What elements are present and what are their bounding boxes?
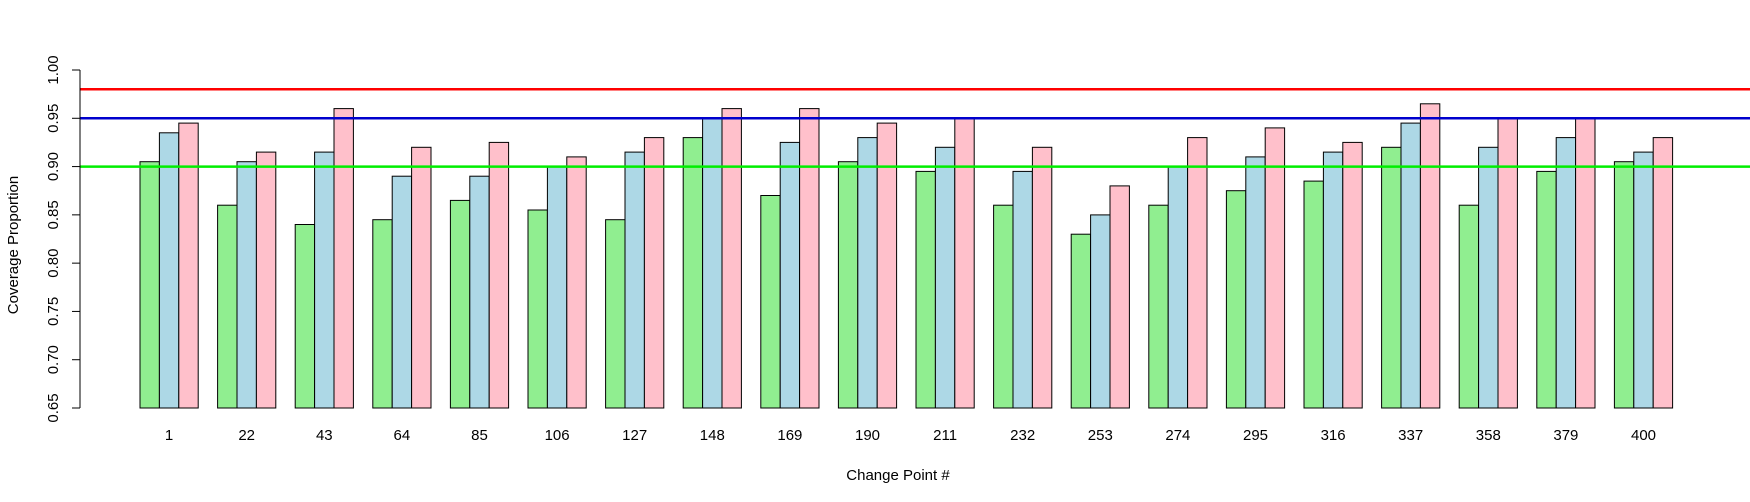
y-tick-label: 0.70 [45,345,62,374]
x-tick-label: 64 [394,427,411,444]
bar-274-series-2 [1167,166,1189,409]
bar-127-series-3 [643,137,665,409]
bar-22-series-1 [217,204,238,409]
y-axis: 0.65 0.70 0.75 0.80 0.85 0.90 0.95 1.00 [45,55,81,423]
bar-1-series-2 [158,132,180,409]
x-tick-label: 337 [1398,427,1423,444]
bar-85-series-1 [449,199,471,409]
bar-190-series-1 [837,161,859,409]
x-tick-label: 169 [777,427,802,444]
bar-169-series-2 [779,141,801,409]
x-tick-label: 316 [1321,427,1346,444]
bar-43-series-2 [314,151,335,409]
bar-358-series-1 [1458,204,1480,409]
bar-253-series-1 [1070,233,1092,409]
x-tick-label: 400 [1631,427,1656,444]
x-tick-label: 358 [1476,427,1501,444]
x-tick-label: 106 [545,427,570,444]
x-tick-label: 232 [1010,427,1035,444]
bar-148-series-3 [721,108,742,409]
y-tick-label: 0.90 [45,152,62,181]
x-tick-label: 274 [1165,427,1190,444]
bar-379-series-3 [1575,117,1596,409]
bar-400-series-2 [1633,151,1654,409]
bar-106-series-1 [527,209,548,409]
bar-211-series-2 [934,146,956,409]
bar-295-series-3 [1264,127,1286,409]
bar-337-series-1 [1381,146,1402,409]
x-tick-label: 253 [1088,427,1113,444]
x-axis-title: Change Point # [846,467,950,484]
bar-316-series-1 [1303,180,1324,409]
bar-379-series-2 [1555,137,1577,409]
y-tick-label: 0.95 [45,104,62,133]
y-tick-label: 0.80 [45,249,62,278]
bars-layer [139,103,1674,409]
x-tick-label: 211 [933,427,957,444]
bar-400-series-3 [1652,137,1674,409]
bar-253-series-3 [1109,185,1130,409]
bar-316-series-2 [1322,151,1344,409]
bar-106-series-3 [566,156,587,409]
bar-379-series-1 [1536,170,1557,409]
y-axis-title: Coverage Proportion [5,176,22,314]
y-tick-label: 0.75 [45,297,62,326]
bar-127-series-1 [605,219,626,409]
bar-253-series-2 [1090,214,1111,409]
x-axis: 1 22 43 64 85 106 127 148 169 190 211 232 253 274 295 3… [165,427,1656,444]
bar-190-series-2 [857,137,878,409]
bar-22-series-3 [255,151,277,409]
bar-274-series-1 [1148,204,1169,409]
bar-232-series-2 [1012,170,1033,409]
x-tick-label: 379 [1553,427,1578,444]
bar-295-series-1 [1225,190,1247,409]
bar-64-series-3 [411,146,432,409]
bar-169-series-3 [799,108,820,409]
bar-64-series-2 [391,175,413,409]
bar-85-series-3 [488,141,510,409]
x-tick-label: 190 [855,427,880,444]
bar-211-series-3 [954,117,975,409]
bar-400-series-1 [1613,161,1635,409]
bar-295-series-2 [1245,156,1266,409]
y-tick-label: 0.85 [45,200,62,229]
bar-127-series-2 [624,151,645,409]
x-tick-label: 85 [471,427,488,444]
bar-316-series-3 [1342,141,1363,409]
bar-337-series-3 [1419,103,1441,409]
bar-148-series-1 [682,137,704,409]
bar-1-series-3 [178,122,199,409]
bar-43-series-3 [333,108,354,409]
x-tick-label: 22 [238,427,255,444]
bar-358-series-3 [1497,117,1518,409]
x-tick-label: 43 [316,427,333,444]
reference-lines-layer [80,88,1750,168]
bar-274-series-3 [1187,137,1208,409]
bar-85-series-2 [469,175,490,409]
bar-1-series-1 [139,161,160,409]
bar-22-series-2 [236,161,257,409]
bar-43-series-1 [294,224,316,409]
x-tick-label: 127 [622,427,647,444]
bar-232-series-1 [993,204,1014,409]
bar-169-series-1 [760,195,781,409]
bar-64-series-1 [372,219,393,409]
bar-190-series-3 [876,122,898,409]
y-tick-label: 0.65 [45,393,62,422]
bar-358-series-2 [1478,146,1499,409]
x-tick-label: 1 [165,427,173,444]
x-tick-label: 295 [1243,427,1268,444]
bar-211-series-1 [915,170,936,409]
bar-148-series-2 [702,117,723,409]
bar-232-series-3 [1031,146,1053,409]
x-tick-label: 148 [700,427,725,444]
y-tick-label: 1.00 [45,55,62,84]
bar-106-series-2 [546,166,568,409]
